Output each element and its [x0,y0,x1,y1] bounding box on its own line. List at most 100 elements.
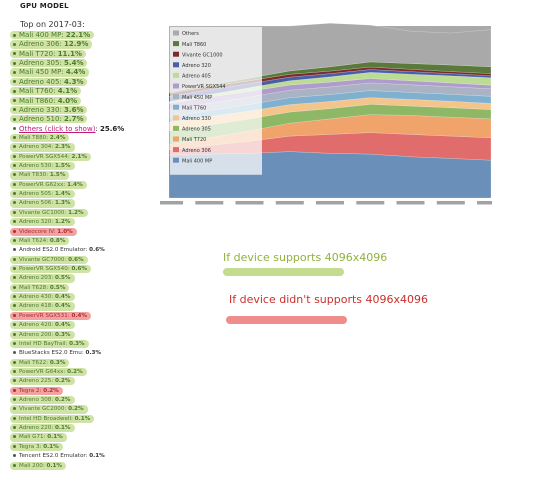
gpu-list-item: Mali 400 MP: 22.1% [10,31,160,40]
x-tick-label [235,201,264,205]
separator: : [59,105,65,114]
legend-label: Mali T720 [182,137,206,143]
gpu-share: 0.1% [46,462,63,469]
gpu-pill: Videocore IV: 1.0% [10,227,77,236]
gpu-share: 2.7% [64,115,84,124]
bullet-icon [13,145,16,149]
gpu-pill: Mali T830: 1.5% [10,171,70,180]
gpu-list-item: PowerVR SGX540: 0.6% [10,264,160,274]
legend-label: Adreno 405 [182,74,211,80]
bullet-icon [13,201,16,205]
separator: : [59,40,65,49]
gpu-pill: Adreno 306: 12.9% [10,40,93,49]
bullet-icon [13,369,16,373]
gpu-share: 25.6% [100,124,125,133]
not-supports-4096-note: If device didn't supports 4096x4096 [229,293,429,306]
not-supports-4096-legend-bar [226,316,347,324]
gpu-share: 1.5% [49,172,66,179]
gpu-list-item: Adreno 506: 1.3% [10,199,160,208]
gpu-share: 0.2% [67,368,83,375]
bullet-icon [13,192,16,196]
x-tick-label [195,201,224,205]
separator: : [53,49,58,58]
gpu-name: Mali G71 [19,434,44,441]
separator: : [46,284,50,291]
gpu-name: Adreno 304 [19,144,52,151]
legend-label: Adreno 305 [182,127,211,133]
bullet-icon [13,164,16,168]
gpu-name: Adreno 306 [19,40,60,49]
gpu-list-item: Intel HD BayTrail: 0.3% [10,339,160,349]
gpu-list-item: Mali T830: 1.5% [10,171,160,180]
bullet-icon [13,33,16,37]
separator: : [51,191,55,198]
gpu-name: BlueStacks ES2.0 Emu: [19,350,84,357]
gpu-pill: Adreno 530: 1.5% [10,162,75,171]
bullet-icon [13,388,16,392]
gpu-name: Adreno 220 [19,425,52,432]
gpu-share: 1.0% [57,228,73,235]
bullet-icon [13,182,16,186]
bullet-icon [13,341,16,345]
gpu-pill: Mali T628: 0.5% [10,283,70,292]
gpu-pill: Adreno 330: 3.6% [10,105,88,115]
gpu-list-item: Vivante GC7000: 0.6% [10,255,160,265]
bullet-icon [13,323,16,327]
separator: : [63,181,68,188]
legend-swatch [173,147,179,153]
bullet-icon [13,295,16,299]
top-period-label: Top on 2017-03: [20,20,85,29]
separator: : [51,275,55,282]
gpu-name: Vivante GC7000 [19,256,65,263]
gpu-share: 0.2% [55,397,71,404]
legend-swatch [173,41,179,47]
separator: : [65,340,70,347]
separator: : [53,96,58,105]
bullet-icon [13,407,16,411]
gpu-pill: Adreno 505: 1.4% [10,190,75,199]
gpu-name: PowerVR SGX540 [19,265,68,272]
separator: : [51,219,55,226]
separator: : [59,77,65,86]
bullet-icon [13,285,16,289]
separator: : [95,124,101,133]
gpu-list-item: Adreno 430: 0.4% [10,293,160,302]
bullet-icon [13,117,16,121]
gpu-share: 0.3% [49,359,66,366]
gpu-name: Adreno 200 [19,331,52,338]
gpu-list-item: Mali T622: 0.3% [10,358,160,368]
gpu-pill: BlueStacks ES2.0 Emu: 0.3% [10,349,105,357]
gpu-list-item[interactable]: Others (click to show): 25.6% [10,125,160,134]
gpu-pill: Android ES2.0 Emulator: 0.6% [10,246,109,254]
others-toggle-link[interactable]: Others (click to show) [19,124,96,133]
gpu-pill: PowerVR G64xx: 0.2% [10,367,87,377]
gpu-list-item: Adreno 225: 0.2% [10,377,160,386]
gpu-list-item: Mali T628: 0.5% [10,283,160,293]
gpu-share: 1.2% [68,209,84,216]
x-tick-label [396,201,425,205]
x-tick-label [275,201,304,205]
gpu-pill: Adreno 430: 0.4% [10,293,75,302]
separator: : [63,368,68,375]
legend-swatch [173,30,179,36]
gpu-pill: Adreno 420: 0.4% [10,321,75,330]
gpu-share: 0.5% [55,275,71,282]
gpu-list-item: Adreno 530: 1.5% [10,162,160,171]
separator: : [67,265,72,272]
gpu-share: 2.4% [49,134,66,141]
gpu-name: Vivante GC1000 [19,209,65,216]
legend-label: Adreno 320 [182,63,211,69]
legend-label: Mali T760 [182,105,206,111]
gpu-share: 0.5% [49,284,66,291]
legend-swatch [173,62,179,68]
separator: : [64,406,69,413]
separator: : [51,378,55,385]
gpu-name: Tegra 2 [19,387,40,394]
separator: : [71,415,75,422]
bullet-icon [13,435,16,439]
separator: : [53,228,58,235]
legend-label: Adreno 330 [182,116,211,122]
gpu-name: Adreno 330 [19,105,60,114]
gpu-name: Android ES2.0 Emulator: [19,247,88,254]
separator: : [46,172,50,179]
